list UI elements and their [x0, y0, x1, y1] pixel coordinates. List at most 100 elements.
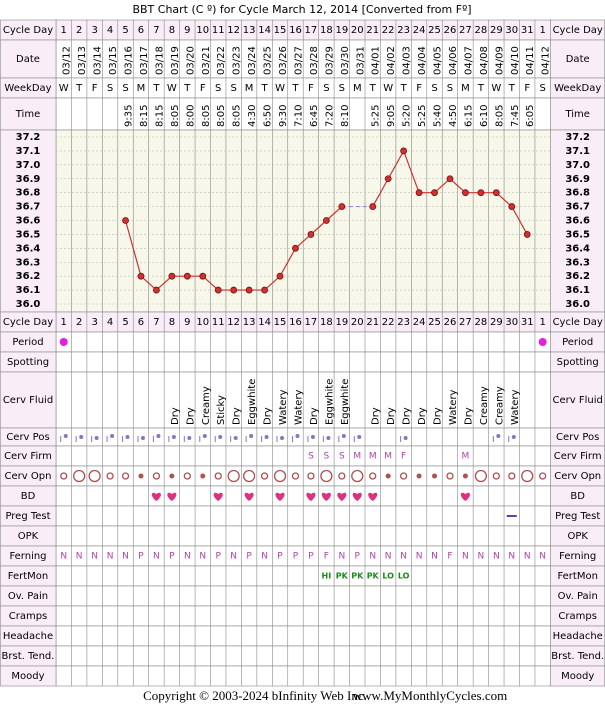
- cycle-day: 24: [413, 25, 426, 36]
- weekday: S: [107, 83, 113, 94]
- time-label: 6:05: [525, 105, 536, 127]
- date-label: 03/13: [77, 46, 88, 75]
- obs-label: N: [462, 552, 469, 562]
- fluid-label: Eggwhite: [247, 379, 258, 425]
- y-tick-label: 36.6: [565, 216, 590, 227]
- obs-label: N: [122, 552, 129, 562]
- pos-dot: [140, 436, 145, 440]
- fluid-label: Creamy: [494, 386, 505, 425]
- obs-label: N: [76, 552, 83, 562]
- y-tick-label: 36.1: [16, 285, 41, 296]
- obs-label: N: [91, 552, 98, 562]
- time-label: 8:05: [494, 105, 505, 127]
- bd-heart: [244, 492, 254, 501]
- fluid-label: Dry: [417, 407, 428, 425]
- cycle-day: 14: [258, 317, 271, 328]
- weekday: S: [447, 83, 453, 94]
- pos-dot: [403, 436, 408, 440]
- y-tick-label: 36.0: [16, 299, 41, 310]
- temp-point: [523, 231, 531, 238]
- time-label: 8:15: [154, 105, 165, 127]
- y-tick-label: 37.1: [16, 146, 41, 157]
- temp-point: [230, 286, 238, 294]
- cycle-day: 19: [335, 25, 348, 36]
- obs-label: M: [384, 452, 392, 462]
- temp-point: [168, 272, 176, 280]
- y-tick-label: 36.7: [565, 202, 590, 213]
- cycle-day: 11: [212, 317, 225, 328]
- temp-point: [261, 286, 268, 294]
- cycle-day: 30: [505, 317, 518, 328]
- temp-point: [122, 217, 129, 224]
- weekday: F: [308, 83, 314, 94]
- pos-dot: [171, 435, 176, 439]
- date-label: 04/10: [510, 46, 521, 75]
- opening: [121, 472, 130, 480]
- y-tick-label: 36.6: [16, 216, 41, 227]
- row-label: Period: [562, 337, 593, 348]
- cycle-day: 19: [335, 317, 348, 328]
- weekday: S: [339, 83, 345, 94]
- time-label: 5:25: [371, 105, 382, 127]
- y-tick-label: 36.9: [16, 174, 41, 185]
- time-label: 5:40: [433, 105, 444, 127]
- cycle-day: 10: [196, 317, 209, 328]
- cycle-day: 7: [153, 317, 159, 328]
- opening: [492, 472, 500, 480]
- date-label: 03/14: [93, 46, 104, 75]
- y-tick-label: 36.5: [565, 229, 590, 240]
- bd-heart: [352, 492, 362, 501]
- cycle-day: 9: [184, 25, 190, 36]
- fluid-label: Watery: [448, 389, 459, 425]
- weekday: M: [353, 83, 362, 94]
- temp-point: [153, 286, 160, 294]
- y-tick-label: 36.4: [565, 243, 590, 254]
- opening: [242, 469, 256, 483]
- date-label: 04/07: [463, 46, 474, 75]
- row-label: OPK: [18, 531, 39, 542]
- weekday: T: [183, 83, 191, 94]
- temp-point: [137, 272, 145, 280]
- cycle-day: 18: [320, 25, 333, 36]
- opening: [338, 472, 346, 480]
- weekday: F: [416, 83, 422, 94]
- weekday: S: [539, 83, 545, 94]
- opening: [521, 469, 534, 483]
- opening: [508, 472, 516, 480]
- y-tick-label: 36.8: [16, 188, 41, 199]
- opening: [260, 472, 269, 480]
- cycle-day: 13: [243, 317, 256, 328]
- obs-label: LO: [398, 572, 410, 581]
- fluid-label: Creamy: [479, 386, 490, 425]
- row-label: Period: [12, 337, 43, 348]
- cycle-day: 1: [539, 317, 545, 328]
- row-label: Preg Test: [5, 511, 50, 522]
- row-label-cell: [0, 97, 57, 131]
- obs-label: HI: [322, 572, 332, 581]
- obs-label: P: [169, 552, 175, 562]
- row-label-cell: [550, 39, 605, 79]
- opening: [200, 473, 206, 479]
- weekday: W: [59, 83, 69, 94]
- obs-label: N: [369, 552, 376, 562]
- fluid-label: Dry: [185, 407, 196, 425]
- obs-label: N: [385, 552, 392, 562]
- pos-dot: [156, 434, 161, 438]
- row-label: Cramps: [9, 611, 48, 622]
- weekday: F: [524, 83, 530, 94]
- opening: [369, 472, 377, 480]
- date-label: 04/01: [371, 46, 382, 75]
- obs-label: F: [324, 552, 329, 562]
- cycle-day: 28: [475, 317, 488, 328]
- date-label: 03/30: [340, 46, 351, 75]
- bd-heart: [321, 492, 331, 501]
- obs-label: N: [508, 552, 515, 562]
- opening: [351, 469, 364, 483]
- cycle-day: 15: [274, 25, 287, 36]
- obs-label: P: [216, 552, 222, 562]
- obs-label: LO: [382, 572, 394, 581]
- weekday: M: [137, 83, 146, 94]
- pos-dot: [63, 434, 68, 438]
- obs-label: F: [401, 452, 406, 462]
- fluid-label: Watery: [293, 389, 304, 425]
